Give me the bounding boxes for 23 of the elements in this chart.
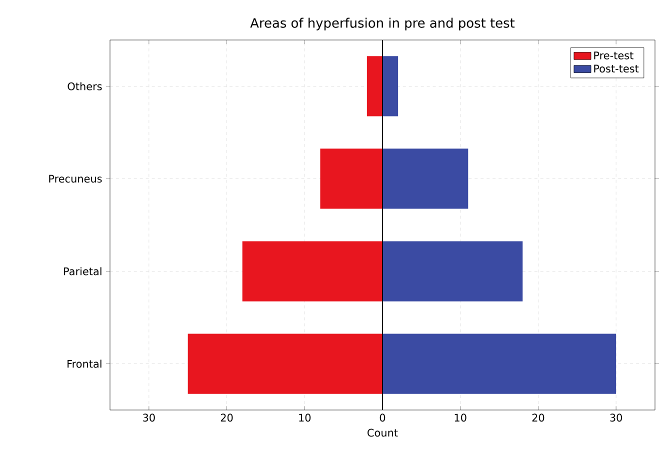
legend-label: Post-test xyxy=(594,64,639,73)
bar xyxy=(382,241,523,302)
y-tick-label: Parietal xyxy=(64,267,102,276)
bar xyxy=(382,148,468,209)
bar xyxy=(382,334,616,394)
bar xyxy=(242,241,382,302)
x-tick-label: 20 xyxy=(532,414,544,422)
y-tick-label: Frontal xyxy=(68,360,102,368)
chart-title: Areas of hyperfusion in pre and post test xyxy=(250,18,515,30)
x-axis-title: Count xyxy=(368,428,398,437)
bar xyxy=(188,334,382,394)
x-tick-label: 20 xyxy=(220,414,233,422)
bar xyxy=(382,56,398,116)
y-tick-label: Precuneus xyxy=(49,174,102,183)
y-tick-label: Others xyxy=(68,82,102,90)
x-tick-label: 10 xyxy=(454,414,466,422)
bar xyxy=(366,56,382,116)
legend-label: Pre-test xyxy=(594,52,634,60)
x-tick-label: 0 xyxy=(380,414,386,422)
x-tick-label: 10 xyxy=(299,414,311,422)
x-tick-label: 30 xyxy=(610,414,622,422)
x-tick-label: 30 xyxy=(143,414,155,422)
bar xyxy=(320,148,382,209)
